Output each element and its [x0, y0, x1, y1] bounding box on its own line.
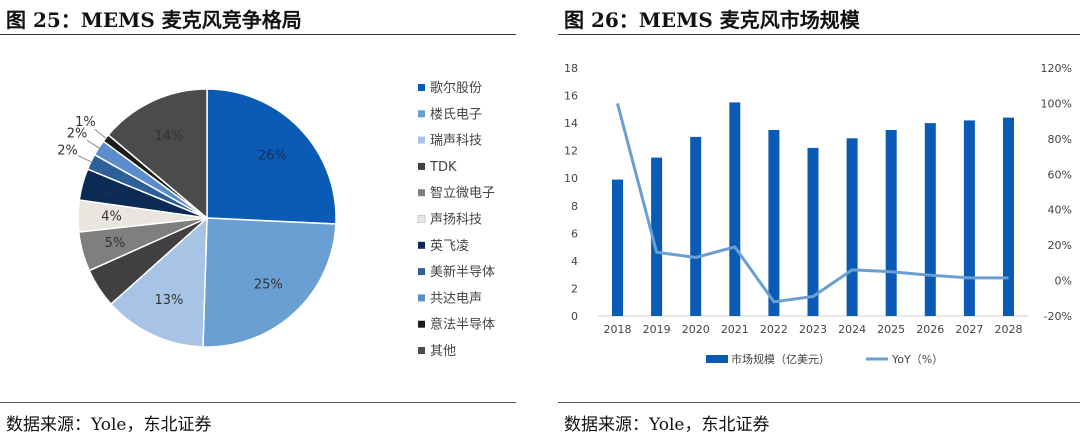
legend-label-2: 瑞声科技 — [430, 134, 482, 149]
y-left-tick-label: 18 — [564, 62, 578, 75]
legend-label-9: 意法半导体 — [430, 317, 495, 333]
left-source-note: 数据来源：Yole，东北证券 — [6, 415, 212, 435]
legend-swatch-6 — [418, 241, 425, 249]
y-right-tick-label: 40% — [1048, 204, 1072, 217]
pie-label-10: 14% — [154, 129, 183, 144]
bar-2025 — [885, 130, 897, 316]
y-left-tick-label: 2 — [571, 282, 578, 295]
legend-bar-label: 市场规模（亿美元） — [731, 352, 830, 366]
y-right-tick-label: 0% — [1055, 275, 1072, 288]
pie-label-4: 5% — [105, 236, 126, 251]
legend-label-1: 楼氏电子 — [430, 107, 482, 122]
y-right-tick-label: 20% — [1048, 239, 1072, 252]
pie-slice-2 — [109, 216, 208, 348]
legend-swatch-1 — [418, 110, 425, 118]
legend-swatch-5 — [417, 215, 426, 223]
left-top-rule — [0, 34, 516, 35]
y-right-tick-label: -20% — [1044, 310, 1072, 323]
legend-swatch-8 — [418, 294, 425, 302]
pie-leader-line-7 — [78, 155, 93, 164]
legend-swatch-0 — [418, 84, 425, 91]
right-panel: 图 26：MEMS 麦克风市场规模 0 2 4 6 8 10 12 14 16 18 -20% 0% 2… — [558, 0, 1080, 438]
market-size-chart: 0 2 4 6 8 10 12 14 16 18 -20% 0% 20% 40% 60% 80% 100% 120… — [564, 62, 1072, 366]
legend-label-0: 歌尔股份 — [430, 81, 482, 96]
pie-slice-10 — [107, 88, 208, 220]
bar-2018 — [612, 179, 623, 316]
x-tick-label: 2027 — [955, 323, 983, 336]
legend-label-8: 共达电声 — [430, 291, 482, 306]
x-tick-label: 2026 — [916, 323, 944, 336]
left-bottom-rule — [0, 402, 516, 403]
pie-label-6: 4% — [105, 186, 126, 201]
pie-slice-1 — [202, 217, 337, 348]
pie-label-0: 26% — [258, 149, 287, 164]
y-left-tick-label: 10 — [564, 172, 578, 185]
x-tick-label: 2025 — [877, 323, 905, 336]
left-panel: 图 25：MEMS 麦克风竞争格局 26% 25% 13% 5% 4% 4% 2% 2% 1% 1… — [0, 0, 516, 438]
y-right-tick-label: 60% — [1048, 168, 1072, 181]
legend-label-4: 智立微电子 — [430, 186, 495, 201]
pie-label-5: 4% — [101, 210, 122, 225]
legend-label-3: TDK — [429, 160, 457, 175]
legend-label-5: 声扬科技 — [430, 213, 482, 228]
y-left-tick-label: 12 — [564, 145, 578, 158]
legend-swatch-2 — [418, 136, 425, 144]
pie-slice-0 — [206, 88, 337, 225]
y-left-tick-label: 0 — [571, 310, 578, 323]
x-tick-label: 2024 — [838, 323, 866, 336]
right-figure-title: 图 26：MEMS 麦克风市场规模 — [564, 8, 860, 32]
bar-2028 — [1003, 117, 1014, 316]
x-tick-label: 2028 — [994, 323, 1022, 336]
y-right-tick-label: 120% — [1041, 62, 1072, 75]
bar-2021 — [729, 102, 741, 317]
x-tick-label: 2019 — [643, 323, 671, 336]
left-figure-title: 图 25：MEMS 麦克风竞争格局 — [6, 8, 302, 32]
bar-2027 — [963, 120, 975, 317]
pie-leader-line-8 — [86, 139, 101, 150]
x-tick-label: 2022 — [760, 323, 788, 336]
y-right-tick-label: 80% — [1048, 133, 1072, 146]
x-tick-label: 2021 — [721, 323, 749, 336]
legend-swatch-10 — [418, 347, 425, 354]
legend-swatch-4 — [418, 189, 425, 197]
x-tick-label: 2023 — [799, 323, 827, 336]
pie-label-7: 2% — [57, 143, 78, 158]
x-tick-label: 2020 — [682, 323, 710, 336]
right-bottom-rule — [558, 402, 1080, 403]
pie-label-9: 1% — [75, 115, 96, 130]
right-top-rule — [558, 34, 1080, 35]
y-right-tick-label: 100% — [1041, 97, 1072, 110]
bar-2026 — [924, 123, 936, 316]
y-left-tick-label: 14 — [564, 117, 578, 130]
bar-2019 — [651, 157, 663, 316]
pie-leader-line-9 — [94, 129, 108, 140]
legend-label-6: 英飞凌 — [430, 239, 469, 254]
legend-swatch-3 — [418, 162, 425, 170]
y-left-tick-label: 6 — [571, 227, 578, 240]
y-left-tick-label: 8 — [571, 200, 578, 213]
y-left-tick-label: 4 — [571, 255, 578, 268]
legend-label-7: 美新半导体 — [430, 264, 495, 280]
legend-bar-swatch — [706, 355, 728, 363]
y-left-tick-label: 16 — [564, 90, 578, 103]
pie-label-8: 2% — [67, 127, 88, 142]
legend-line-label: YoY（%） — [891, 353, 943, 366]
bar-2023 — [807, 147, 819, 316]
bar-2024 — [846, 138, 858, 316]
x-tick-label: 2018 — [604, 323, 632, 336]
yoy-line — [616, 103, 1009, 304]
pie-label-1: 25% — [254, 277, 283, 292]
legend-swatch-9 — [418, 320, 425, 328]
legend-swatch-7 — [418, 268, 425, 276]
bar-2022 — [768, 130, 780, 316]
legend-label-10: 其他 — [430, 344, 456, 359]
right-source-note: 数据来源：Yole，东北证券 — [564, 415, 770, 435]
pie-label-2: 13% — [154, 293, 183, 308]
pie-chart: 26%25%13%5%4%4%2%2%1%14%歌尔股份楼氏电子瑞声科技TDK智… — [57, 81, 495, 359]
bar-2020 — [690, 136, 702, 316]
